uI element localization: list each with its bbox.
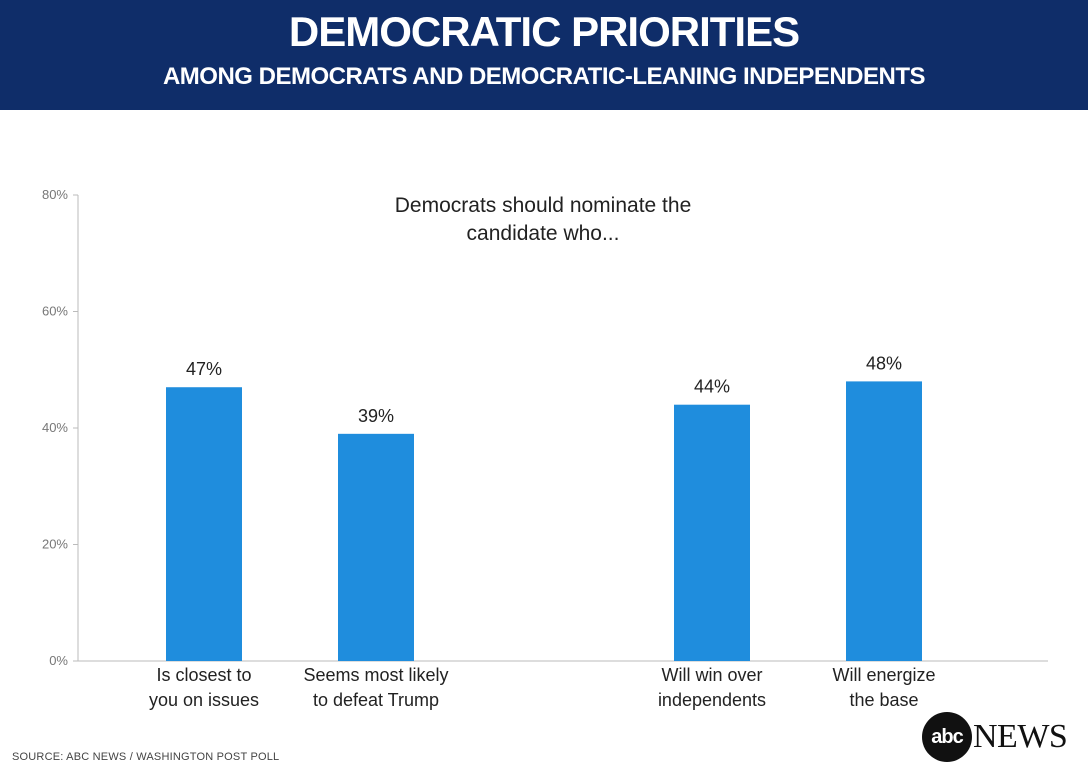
chart-annotation-line: candidate who... [467,222,620,245]
news-wordmark: NEWS [973,718,1068,755]
category-label: you on issues [149,690,259,710]
y-tick-label: 0% [49,653,68,668]
bar-value-label: 47% [186,359,222,379]
category-label: independents [658,690,766,710]
y-tick-label: 80% [42,187,68,202]
bar [166,387,242,661]
chart-annotation-line: Democrats should nominate the [395,194,692,217]
chart-title: DEMOCRATIC PRIORITIES [288,8,800,55]
category-label: Seems most likely [303,665,448,685]
category-label: Will win over [661,665,762,685]
category-label: to defeat Trump [313,690,439,710]
abc-news-logo: abc NEWS [922,712,1068,762]
bar [674,404,750,661]
bar [846,381,922,661]
bar-value-label: 39% [358,406,394,426]
chart-header: DEMOCRATIC PRIORITIES AMONG DEMOCRATS AN… [0,0,1088,110]
abc-logo-mark: abc [922,712,972,762]
category-label: the base [849,690,918,710]
y-tick-label: 40% [42,420,68,435]
bar-value-label: 48% [866,353,902,373]
chart-subtitle: AMONG DEMOCRATS AND DEMOCRATIC-LEANING I… [162,63,926,90]
bar-chart: 0% 20% 40% 60% 80% Democrats should nominate … [42,187,1048,710]
category-label: Is closest to [156,665,251,685]
bar-value-label: 44% [694,377,730,397]
y-tick-label: 60% [42,304,68,319]
source-note: SOURCE: ABC NEWS / WASHINGTON POST POLL [12,751,280,763]
y-tick-label: 20% [42,537,68,552]
category-label: Will energize [832,665,935,685]
bar [338,433,414,661]
